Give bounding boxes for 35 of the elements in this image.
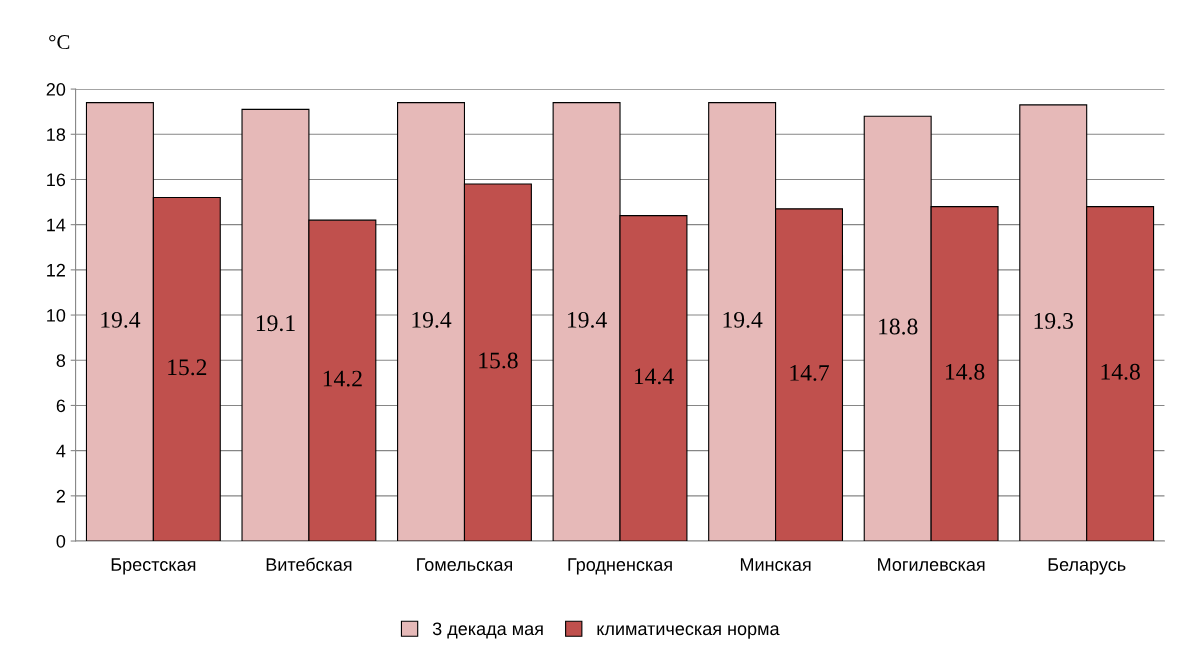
- data-label: 19.3: [1034, 313, 1073, 329]
- data-label: 19.1: [256, 315, 295, 332]
- y-tick-label: 4: [56, 444, 66, 458]
- y-tick-label: 0: [56, 534, 66, 548]
- data-label: 15.2: [168, 359, 207, 376]
- data-label: 14.2: [323, 370, 362, 387]
- y-tick-label: 12: [47, 263, 65, 277]
- x-tick-label: Минская: [740, 558, 811, 571]
- y-tick-label: 18: [47, 128, 66, 141]
- data-label: 19.4: [568, 311, 607, 328]
- x-tick-label: Гомельская: [417, 558, 512, 571]
- y-tick-label: 14: [47, 218, 66, 232]
- y-tick-label: 10: [47, 308, 66, 322]
- x-tick-label: Гродненская: [568, 558, 672, 575]
- x-tick-label: Беларусь: [1048, 558, 1126, 575]
- data-label: 14.8: [946, 363, 985, 380]
- data-label: 15.8: [479, 352, 518, 369]
- x-tick-label: Могилевская: [878, 558, 985, 571]
- data-label: 19.4: [723, 311, 763, 328]
- data-label: 14.4: [634, 368, 674, 385]
- data-label: 14.7: [790, 365, 829, 381]
- y-tick-label: 6: [56, 399, 66, 413]
- x-tick-label: Брестская: [111, 558, 196, 575]
- data-label: 14.8: [1101, 363, 1140, 380]
- legend-label: 3 декада мая: [432, 622, 543, 639]
- data-label: 18.8: [879, 318, 918, 335]
- y-tick-label: 16: [47, 173, 66, 187]
- y-tick-label: 2: [56, 489, 65, 503]
- y-tick-label: 8: [56, 354, 66, 367]
- y-tick-label: 20: [46, 83, 66, 96]
- data-label: 19.4: [412, 311, 452, 328]
- x-tick-label: Витебская: [266, 557, 352, 571]
- y-axis-title: °C: [49, 35, 70, 50]
- legend-label: климатическая норма: [597, 625, 780, 639]
- data-label: 19.4: [101, 311, 141, 328]
